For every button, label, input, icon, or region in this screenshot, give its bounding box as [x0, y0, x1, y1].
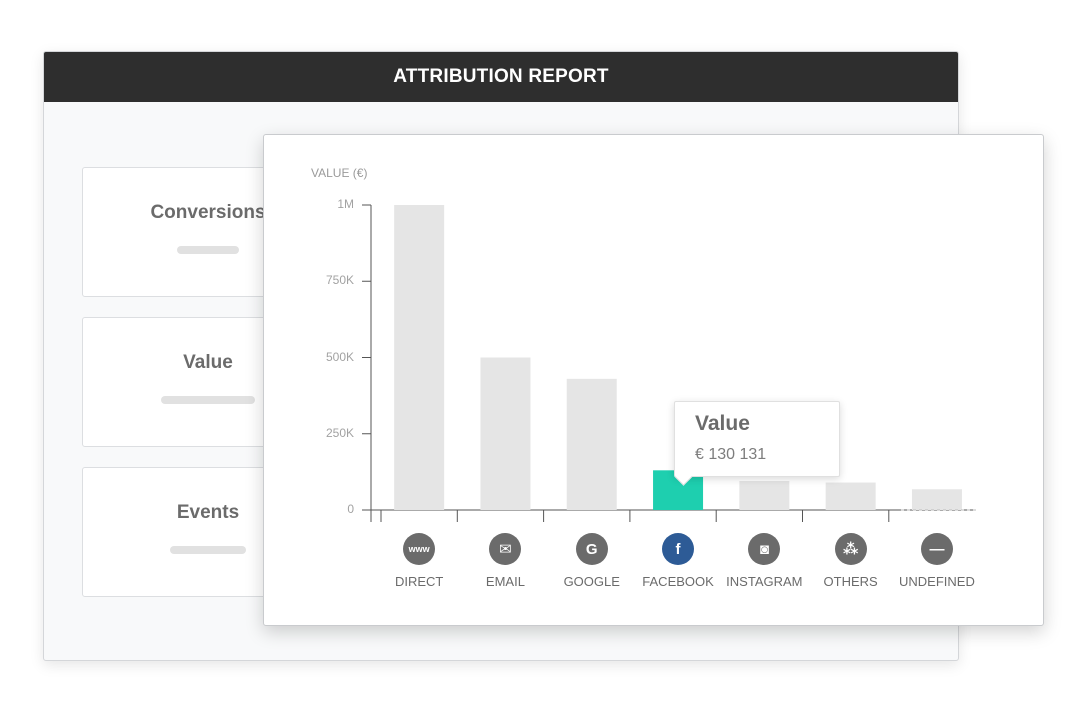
report-title: ATTRIBUTION REPORT	[393, 66, 609, 87]
conversions-label: Conversions	[150, 202, 266, 223]
category-label: OTHERS	[823, 574, 878, 589]
y-tick-label: 0	[347, 502, 354, 516]
y-tick-label: 250K	[325, 425, 354, 440]
bar-email[interactable]	[480, 357, 531, 511]
bar-undefined[interactable]	[911, 489, 962, 510]
conversions-placeholder	[177, 246, 239, 254]
bar-direct[interactable]	[394, 205, 445, 510]
www-icon: www	[403, 533, 436, 565]
facebook-icon: f	[662, 533, 695, 565]
category-email[interactable]: ✉ EMAIL	[460, 533, 550, 589]
chart-panel: VALUE (€) Value € 130 131 0 250K 500K 750K 1…	[263, 134, 1044, 626]
category-label: EMAIL	[485, 574, 525, 589]
category-direct[interactable]: www DIRECT	[374, 533, 464, 589]
category-instagram[interactable]: ◙ INSTAGRAM	[719, 533, 809, 589]
value-tooltip: Value € 130 131	[674, 401, 840, 486]
category-label: UNDEFINED	[899, 574, 975, 589]
others-icon: ⁂	[834, 533, 867, 565]
report-header: ATTRIBUTION REPORT	[44, 52, 958, 102]
undefined-icon: —	[920, 533, 953, 565]
tooltip-title: Value	[695, 412, 750, 435]
bar-google[interactable]	[566, 378, 617, 510]
category-others[interactable]: ⁂ OTHERS	[806, 533, 896, 589]
value-label: Value	[183, 352, 233, 373]
y-axis-title: VALUE (€)	[311, 166, 368, 180]
bar-instagram[interactable]	[739, 481, 790, 510]
bar-chart	[362, 204, 976, 522]
y-tick-label: 750K	[325, 273, 354, 288]
category-label: GOOGLE	[563, 574, 620, 589]
events-label: Events	[176, 502, 240, 523]
google-icon: G	[575, 533, 608, 565]
category-label: DIRECT	[394, 574, 444, 589]
value-placeholder	[161, 396, 255, 404]
category-label: FACEBOOK	[642, 574, 714, 589]
bar-others[interactable]	[825, 482, 876, 510]
tooltip-value: € 130 131	[695, 446, 767, 463]
category-label: INSTAGRAM	[726, 574, 803, 589]
email-icon: ✉	[489, 533, 522, 565]
category-facebook[interactable]: f FACEBOOK	[633, 533, 723, 589]
y-tick-label: 500K	[325, 349, 354, 364]
category-undefined[interactable]: — UNDEFINED	[892, 533, 982, 589]
category-google[interactable]: G GOOGLE	[547, 533, 637, 589]
events-placeholder	[170, 546, 246, 554]
instagram-icon: ◙	[748, 533, 781, 565]
y-tick-label: 1M	[337, 197, 354, 211]
